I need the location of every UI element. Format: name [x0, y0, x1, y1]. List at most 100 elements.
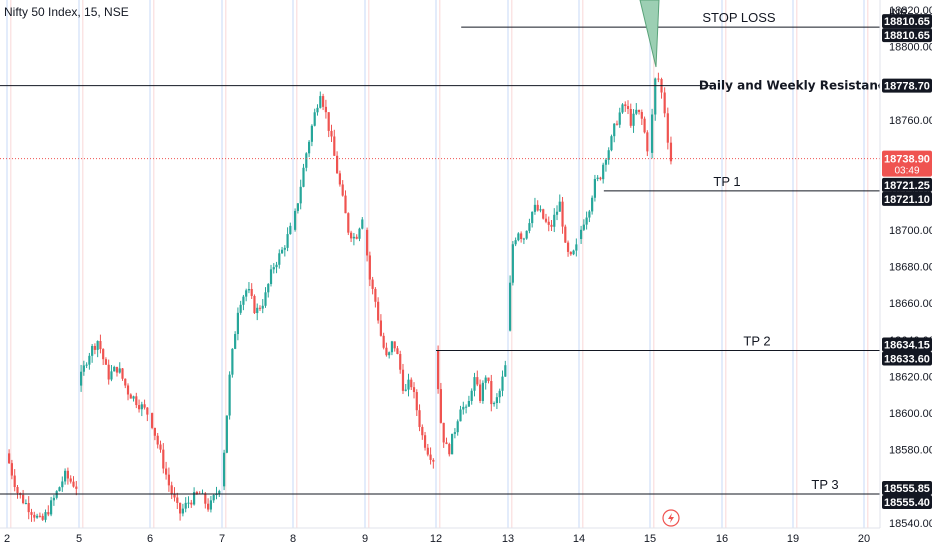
candle: [514, 237, 517, 247]
candle: [184, 497, 187, 513]
candle: [412, 382, 416, 399]
candle: [498, 388, 501, 404]
candle: [566, 240, 570, 257]
price-axis-tag: 18810.65: [882, 14, 932, 29]
candle: [10, 459, 13, 480]
candle: [88, 352, 91, 370]
candle: [286, 227, 289, 252]
candle: [575, 238, 578, 257]
level-tp-2[interactable]: TP 2: [436, 334, 880, 352]
candle: [256, 303, 259, 321]
candle: [646, 130, 649, 157]
candle: [124, 378, 127, 389]
candle: [302, 163, 305, 188]
price-axis-tag: 18778.70: [882, 78, 932, 93]
day-separator-stripes: [6, 0, 869, 528]
day-stripe-2: [6, 0, 8, 528]
candle: [660, 77, 663, 99]
candle: [113, 365, 116, 372]
candle: [407, 373, 410, 397]
day-stripe-19: [792, 0, 794, 528]
candle: [615, 120, 619, 126]
candle: [396, 345, 399, 355]
candle: [361, 217, 364, 230]
candle: [24, 499, 27, 505]
candle: [209, 495, 212, 513]
day-stripe-red-7: [225, 0, 227, 528]
time-tick-label: 8: [290, 533, 296, 545]
candle: [599, 176, 602, 181]
candle: [247, 282, 251, 294]
candle: [451, 433, 454, 455]
candle: [283, 245, 286, 257]
candle: [465, 404, 468, 414]
candle: [368, 251, 371, 287]
candle: [58, 486, 61, 492]
candle: [193, 487, 196, 506]
candle: [69, 475, 72, 484]
candle: [588, 209, 591, 223]
day-stripe-13: [507, 0, 509, 528]
candle: [582, 219, 585, 231]
svg-text:18810.65: 18810.65: [884, 30, 930, 42]
day-stripe-red-14: [582, 0, 584, 528]
candle: [115, 366, 119, 377]
level-stop-loss[interactable]: STOP LOSS: [461, 10, 880, 28]
candle: [13, 469, 16, 492]
candle: [223, 449, 226, 491]
candle: [41, 513, 44, 521]
time-tick-label: 16: [716, 533, 728, 545]
candle: [91, 344, 94, 363]
level-label: STOP LOSS: [702, 10, 776, 25]
candle: [352, 232, 355, 246]
candle: [663, 87, 666, 118]
candle: [129, 393, 132, 399]
candle: [50, 496, 53, 517]
candle: [228, 371, 231, 420]
candle: [481, 380, 484, 404]
level-daily-and-weekly-resistance[interactable]: Daily and Weekly Resistance: [0, 79, 893, 93]
day-stripe-15: [649, 0, 651, 528]
candle: [156, 432, 159, 449]
level-label: Daily and Weekly Resistance: [699, 79, 893, 93]
candle: [388, 351, 391, 359]
candle: [137, 399, 141, 413]
replay-lightning-icon[interactable]: [662, 509, 680, 527]
candle: [33, 511, 36, 522]
candle: [140, 401, 143, 417]
time-axis[interactable]: 2 5 6 7 8 9 12 13 14 15 16 19 20: [0, 527, 880, 545]
candle: [539, 205, 542, 213]
candle: [118, 362, 121, 374]
level-tp-3[interactable]: TP 3: [0, 477, 880, 495]
candle: [410, 377, 413, 391]
horizontal-levels[interactable]: STOP LOSS Daily and Weekly Resistance TP 1…: [0, 10, 893, 495]
candle: [509, 275, 512, 332]
candle: [187, 496, 190, 509]
candle: [640, 109, 643, 126]
candle: [453, 428, 456, 439]
candle: [504, 360, 507, 377]
day-stripe-red-16: [725, 0, 727, 528]
candle: [146, 407, 149, 422]
candle: [153, 427, 156, 441]
candle: [561, 196, 564, 234]
candle: [501, 370, 504, 397]
candle: [553, 208, 556, 233]
candle: [264, 287, 267, 308]
day-stripe-5: [78, 0, 80, 528]
candle: [61, 476, 64, 492]
candle: [350, 230, 353, 243]
candle: [479, 379, 482, 404]
candle: [75, 480, 78, 496]
candle: [96, 340, 99, 358]
price-axis[interactable]: INR 18540.0018560.0018580.0018600.001862…: [879, 0, 932, 550]
candle: [377, 297, 380, 324]
candle: [618, 107, 621, 128]
candle: [448, 442, 451, 457]
candle: [517, 232, 520, 242]
candle: [305, 152, 308, 172]
candle: [299, 179, 302, 210]
level-tp-1[interactable]: TP 1: [603, 174, 880, 192]
